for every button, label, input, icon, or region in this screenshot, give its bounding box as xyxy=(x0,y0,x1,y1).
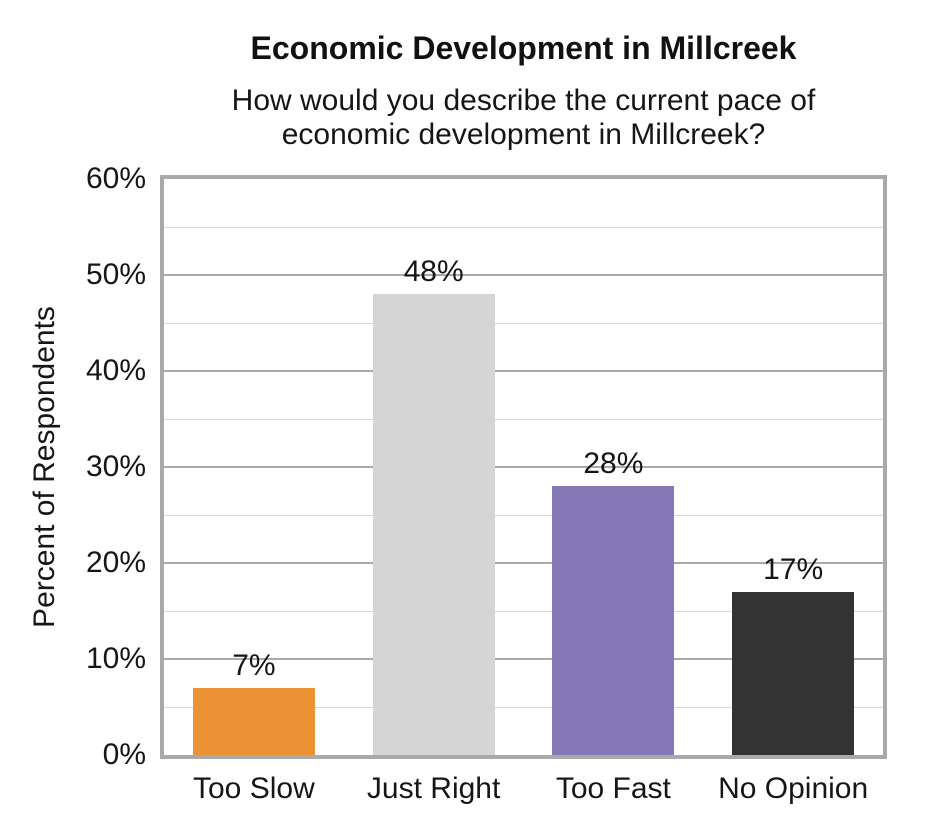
chart-title: Economic Development in Millcreek xyxy=(250,30,797,66)
x-axis-label-too-slow: Too Slow xyxy=(193,772,315,805)
minor-gridline-15 xyxy=(164,611,883,612)
y-axis-tick-0: 0% xyxy=(102,738,146,771)
major-gridline-50 xyxy=(164,274,883,276)
chart-subtitle-line-2: economic development in Millcreek? xyxy=(281,118,766,151)
minor-gridline-55 xyxy=(164,227,883,228)
minor-gridline-45 xyxy=(164,323,883,324)
x-axis-label-no-opinion: No Opinion xyxy=(718,772,869,805)
bar-too-fast xyxy=(552,486,675,755)
major-gridline-20 xyxy=(164,562,883,564)
y-axis-tick-40: 40% xyxy=(85,354,146,387)
y-axis-tick-30: 30% xyxy=(85,450,146,483)
x-axis-label-too-fast: Too Fast xyxy=(555,772,671,805)
y-axis-tick-20: 20% xyxy=(85,546,146,579)
major-gridline-30 xyxy=(164,466,883,468)
minor-gridline-35 xyxy=(164,419,883,420)
data-label-too-fast: 28% xyxy=(583,447,644,481)
y-axis-tick-10: 10% xyxy=(85,642,146,675)
y-axis-tick-50: 50% xyxy=(85,258,146,291)
bar-no-opinion xyxy=(732,591,855,755)
chart-subtitle-line-1: How would you describe the current pace … xyxy=(231,84,816,117)
major-gridline-40 xyxy=(164,370,883,372)
x-axis-label-just-right: Just Right xyxy=(366,772,501,805)
bar-too-slow xyxy=(192,687,315,755)
major-gridline-10 xyxy=(164,658,883,660)
bar-just-right xyxy=(372,294,495,755)
plot-area: 7% 48% 28% 17% xyxy=(160,175,887,759)
chart-subtitle: How would you describe the current pace … xyxy=(110,84,937,152)
data-label-just-right: 48% xyxy=(403,255,464,289)
plot-inner: 7% 48% 28% 17% xyxy=(164,179,883,755)
data-label-no-opinion: 17% xyxy=(763,552,824,586)
data-label-too-slow: 7% xyxy=(232,648,276,682)
y-axis-tick-60: 60% xyxy=(85,162,146,195)
minor-gridline-5 xyxy=(164,707,883,708)
minor-gridline-25 xyxy=(164,515,883,516)
